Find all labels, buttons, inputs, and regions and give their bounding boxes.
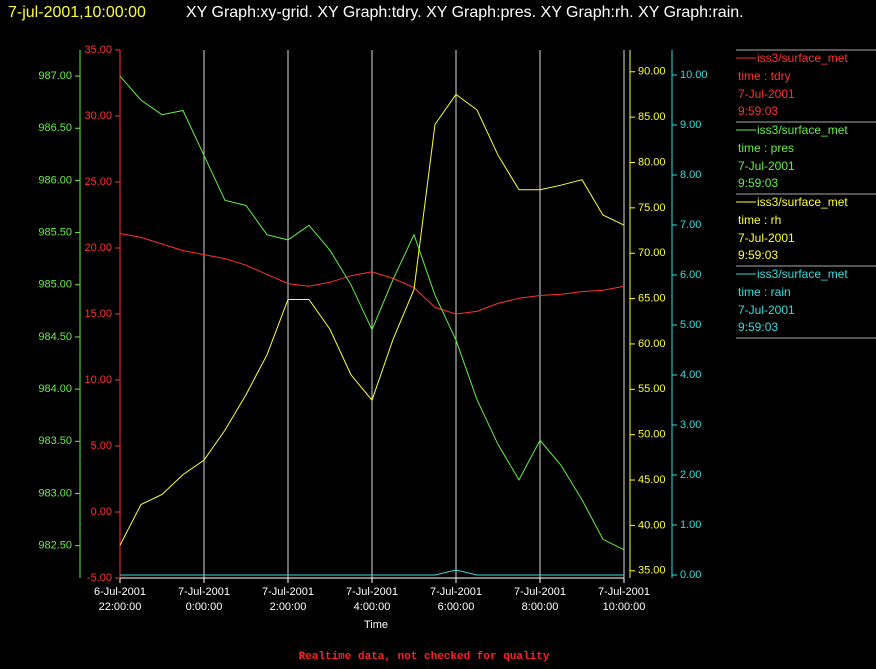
y-tick-label: 20.00	[84, 242, 112, 254]
legend-time: 9:59:03	[738, 248, 778, 262]
y-tick-label: 7.00	[680, 219, 701, 231]
x-tick-label: 0:00:00	[186, 601, 223, 613]
y-tick-label: 80.00	[638, 156, 666, 168]
data-line	[119, 75, 625, 551]
x-tick-label: 6-Jul-2001	[94, 586, 146, 598]
y-tick-label: 985.50	[38, 227, 72, 239]
legend-date: 7-Jul-2001	[738, 87, 795, 101]
legend-time: 9:59:03	[738, 176, 778, 190]
y-tick-label: 10.00	[84, 374, 112, 386]
y-tick-label: 3.00	[680, 419, 701, 431]
y-tick-label: -5.00	[87, 572, 112, 584]
y-tick-label: 983.50	[38, 435, 72, 447]
y-tick-label: 9.00	[680, 119, 701, 131]
y-tick-label: 30.00	[84, 110, 112, 122]
y-tick-label: 8.00	[680, 169, 701, 181]
legend-field: time : rain	[738, 285, 791, 299]
legend-field: time : pres	[738, 141, 794, 155]
x-tick-label: 7-Jul-2001	[262, 586, 314, 598]
y-tick-label: 55.00	[638, 383, 666, 395]
x-tick-label: 22:00:00	[99, 601, 142, 613]
y-tick-label: 986.50	[38, 122, 72, 134]
x-tick-label: 2:00:00	[270, 601, 307, 613]
y-tick-label: 986.00	[38, 174, 72, 186]
timestamp: 7-jul-2001,10:00:00	[8, 4, 146, 21]
y-tick-label: 985.00	[38, 279, 72, 291]
y-tick-label: 90.00	[638, 66, 666, 78]
y-tick-label: 60.00	[638, 338, 666, 350]
y-tick-label: 15.00	[84, 308, 112, 320]
x-tick-label: 7-Jul-2001	[346, 586, 398, 598]
y-tick-label: 982.50	[38, 540, 72, 552]
legend-name: iss3/surface_met	[757, 123, 848, 137]
x-tick-label: 10:00:00	[603, 601, 646, 613]
legend-date: 7-Jul-2001	[738, 231, 795, 245]
legend-time: 9:59:03	[738, 104, 778, 118]
y-tick-label: 1.00	[680, 519, 701, 531]
y-tick-label: 40.00	[638, 519, 666, 531]
y-tick-label: 50.00	[638, 429, 666, 441]
legend-date: 7-Jul-2001	[738, 303, 795, 317]
legend-field: time : tdry	[738, 69, 791, 83]
footer-note: Realtime data, not checked for quality	[299, 651, 550, 663]
y-tick-label: 25.00	[84, 176, 112, 188]
legend-time: 9:59:03	[738, 320, 778, 334]
y-tick-label: 35.00	[84, 44, 112, 56]
y-tick-label: 983.00	[38, 487, 72, 499]
y-tick-label: 0.00	[91, 506, 112, 518]
data-line	[120, 569, 624, 576]
legend-date: 7-Jul-2001	[738, 159, 795, 173]
data-line	[119, 93, 625, 546]
x-tick-label: 8:00:00	[522, 601, 559, 613]
y-tick-label: 5.00	[680, 319, 701, 331]
data-line	[119, 233, 625, 315]
x-tick-label: 4:00:00	[354, 601, 391, 613]
y-tick-label: 0.00	[680, 569, 701, 581]
x-tick-label: 7-Jul-2001	[598, 586, 650, 598]
legend-name: iss3/surface_met	[757, 267, 848, 281]
legend-name: iss3/surface_met	[757, 195, 848, 209]
x-axis-label: Time	[364, 619, 388, 631]
x-tick-label: 7-Jul-2001	[178, 586, 230, 598]
y-tick-label: 984.50	[38, 331, 72, 343]
y-tick-label: 2.00	[680, 469, 701, 481]
y-tick-label: 45.00	[638, 474, 666, 486]
y-tick-label: 75.00	[638, 202, 666, 214]
y-tick-label: 4.00	[680, 369, 701, 381]
graph-list: XY Graph:xy-grid. XY Graph:tdry. XY Grap…	[186, 4, 744, 21]
x-tick-label: 7-Jul-2001	[514, 586, 566, 598]
x-tick-label: 6:00:00	[438, 601, 475, 613]
y-tick-label: 85.00	[638, 111, 666, 123]
y-tick-label: 984.00	[38, 383, 72, 395]
x-tick-label: 7-Jul-2001	[430, 586, 482, 598]
legend-field: time : rh	[738, 213, 781, 227]
y-tick-label: 65.00	[638, 292, 666, 304]
y-tick-label: 10.00	[680, 69, 708, 81]
y-tick-label: 35.00	[638, 565, 666, 577]
y-tick-label: 70.00	[638, 247, 666, 259]
legend-name: iss3/surface_met	[757, 51, 848, 65]
y-tick-label: 6.00	[680, 269, 701, 281]
y-tick-label: 5.00	[91, 440, 112, 452]
y-tick-label: 987.00	[38, 70, 72, 82]
